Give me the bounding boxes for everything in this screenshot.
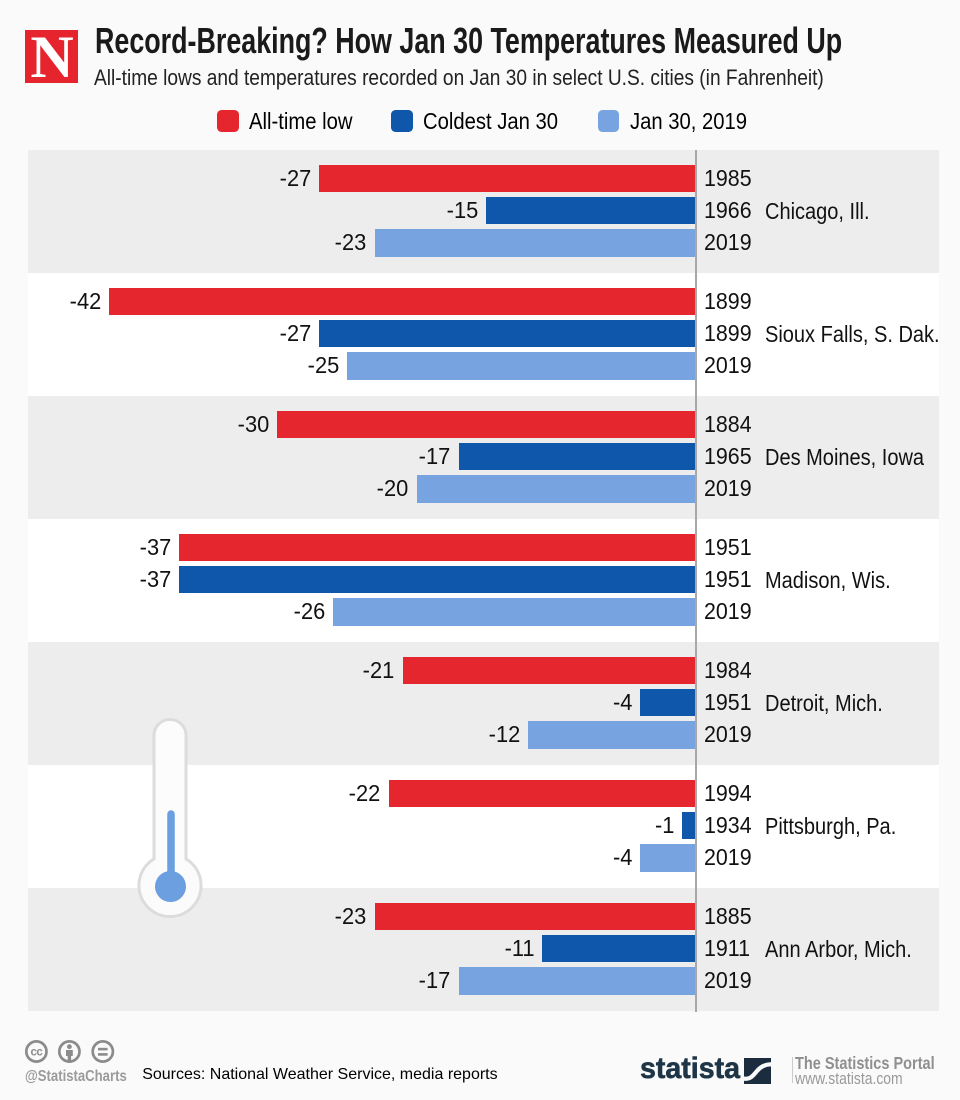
svg-text:cc: cc bbox=[31, 1047, 44, 1059]
